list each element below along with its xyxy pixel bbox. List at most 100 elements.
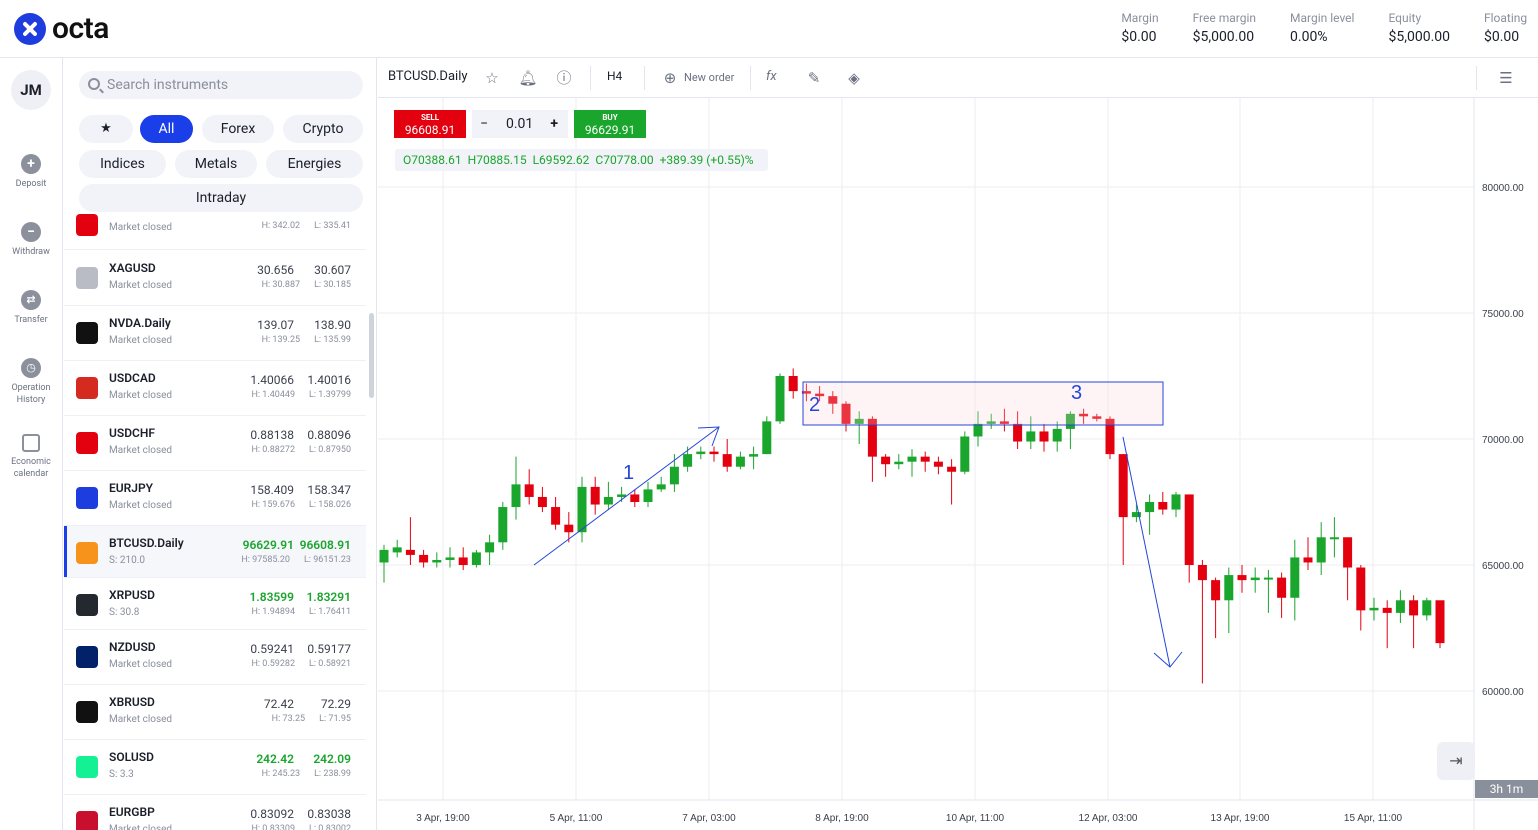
buy-button[interactable]: BUY 96629.91 bbox=[574, 110, 646, 138]
instrument-high: H: 30.887 bbox=[261, 280, 301, 290]
candle-body bbox=[432, 559, 442, 563]
octa-logo[interactable]: octa bbox=[14, 12, 109, 46]
new-order-button[interactable]: New order bbox=[684, 71, 735, 84]
avatar[interactable]: JM bbox=[11, 70, 51, 110]
instrument-row[interactable]: XAGUSD Market closed 30.656 30.607 H: 30.887… bbox=[64, 251, 366, 306]
instrument-bid: 0.59241 bbox=[250, 642, 294, 656]
filter-metals[interactable]: Metals bbox=[175, 150, 257, 178]
filter-crypto[interactable]: Crypto bbox=[283, 115, 363, 143]
timeframe-select[interactable]: H4 bbox=[607, 69, 623, 83]
instrument-status: Market closed bbox=[109, 824, 173, 830]
x-tick-label: 12 Apr, 03:00 bbox=[1079, 813, 1138, 824]
ohlc-low: L69592.62 bbox=[532, 153, 590, 167]
instrument-row[interactable]: SOLUSD S: 3.3 242.42 242.09 H: 245.23 L: 238.… bbox=[64, 740, 366, 795]
filter-indices[interactable]: Indices bbox=[79, 150, 166, 178]
nav-deposit[interactable]: + Deposit bbox=[0, 154, 62, 190]
sell-button[interactable]: SELL 96608.91 bbox=[394, 110, 466, 138]
nav-withdraw[interactable]: − Withdraw bbox=[0, 222, 62, 258]
candle-body bbox=[894, 461, 904, 465]
candlestick-chart[interactable]: 3 Apr, 19:00 5 Apr, 11:00 7 Apr, 03:00 8 Ap… bbox=[378, 58, 1538, 830]
instrument-row[interactable]: XRPUSD S: 30.8 1.83599 1.83291 H: 1.94894 L: … bbox=[64, 578, 366, 630]
filter-intraday[interactable]: Intraday bbox=[79, 184, 363, 212]
instrument-high-low: H: 342.02 L: 335.41 bbox=[262, 221, 351, 231]
instrument-status: S: 30.8 bbox=[109, 607, 140, 618]
candle-body bbox=[801, 391, 811, 394]
instrument-row[interactable]: USDCAD Market closed 1.40066 1.40016 H: 1.40… bbox=[64, 361, 366, 416]
instrument-icon bbox=[76, 646, 98, 668]
info-icon[interactable]: ⓘ bbox=[556, 69, 572, 87]
annotation-label-1: 1 bbox=[623, 462, 634, 484]
candle-body bbox=[735, 456, 745, 467]
nav-transfer[interactable]: ⇄ Transfer bbox=[0, 290, 62, 326]
sell-price: 96608.91 bbox=[404, 123, 456, 137]
instrument-row[interactable]: NVDA.Daily Market closed 139.07 138.90 H: 13… bbox=[64, 306, 366, 361]
new-order-icon[interactable]: ⊕ bbox=[663, 69, 677, 87]
instrument-icon bbox=[76, 214, 98, 236]
candle-body bbox=[669, 466, 679, 485]
candle-body bbox=[1039, 431, 1049, 442]
candle-body bbox=[1197, 565, 1207, 581]
instrument-symbol: USDCAD bbox=[109, 371, 156, 385]
toolbar-divider bbox=[590, 66, 591, 90]
top-bar: octa Margin $0.00 Free margin $5,000.00 Ma… bbox=[0, 0, 1538, 58]
list-scrollbar[interactable] bbox=[369, 313, 374, 398]
instrument-row[interactable]: Market closed H: 342.02 L: 335.41 bbox=[64, 206, 366, 250]
instrument-row[interactable]: BTCUSD.Daily S: 210.0 96629.91 96608.91 H: 9… bbox=[64, 526, 366, 578]
search-input[interactable]: Search instruments bbox=[79, 71, 363, 99]
candle-body bbox=[1092, 416, 1102, 419]
nav-economic-calendar[interactable]: Economic calendar bbox=[0, 434, 62, 480]
candle-body bbox=[1065, 413, 1075, 429]
lot-stepper[interactable]: − 0.01 + bbox=[472, 110, 568, 138]
instrument-high-low: H: 0.59282 L: 0.58921 bbox=[251, 659, 351, 669]
candle-body bbox=[1145, 502, 1155, 513]
candle-body bbox=[1026, 431, 1036, 442]
candle-body bbox=[947, 466, 957, 472]
filter-energies[interactable]: Energies bbox=[266, 150, 363, 178]
candle-body bbox=[841, 403, 851, 424]
candle-body bbox=[471, 552, 481, 565]
ohlc-change: +389.39 (+0.55)% bbox=[659, 153, 754, 167]
pencil-icon[interactable]: ✎ bbox=[807, 69, 821, 87]
candle-body bbox=[537, 496, 547, 508]
instrument-row[interactable]: EURGBP Market closed 0.83092 0.83038 H: 0.83… bbox=[64, 795, 366, 830]
bell-icon[interactable]: 🔔︎ bbox=[518, 69, 538, 87]
scroll-to-latest-button[interactable]: ⇥ bbox=[1437, 742, 1475, 780]
annotation-label-3: 3 bbox=[1071, 382, 1082, 404]
candle-body bbox=[683, 454, 693, 467]
instrument-bid: 1.83599 bbox=[249, 590, 294, 604]
candle-body bbox=[1158, 502, 1168, 510]
nav-operation-history[interactable]: ◷ Operation History bbox=[0, 358, 62, 406]
stat-value: 0.00% bbox=[1290, 29, 1328, 45]
instrument-row[interactable]: XBRUSD Market closed 72.42 72.29 H: 73.25 L: … bbox=[64, 685, 366, 740]
filter-forex[interactable]: Forex bbox=[202, 115, 274, 143]
instrument-status: S: 3.3 bbox=[109, 769, 134, 780]
star-icon[interactable]: ☆ bbox=[485, 69, 499, 87]
instrument-row[interactable]: EURJPY Market closed 158.409 158.347 H: 159.… bbox=[64, 471, 366, 526]
filter-favorites[interactable]: ★ bbox=[79, 115, 133, 143]
instrument-symbol: EURGBP bbox=[109, 805, 155, 819]
instrument-row[interactable]: NZDUSD Market closed 0.59241 0.59177 H: 0.59… bbox=[64, 630, 366, 685]
instrument-symbol: XAGUSD bbox=[109, 261, 156, 275]
chart-symbol[interactable]: BTCUSD.Daily bbox=[388, 69, 468, 84]
lot-minus-button[interactable]: − bbox=[480, 116, 489, 132]
lot-plus-button[interactable]: + bbox=[550, 116, 558, 132]
lot-value[interactable]: 0.01 bbox=[506, 116, 534, 132]
chart-area[interactable]: BTCUSD.Daily ☆ 🔔︎ ⓘ H4 ⊕ New order fx ✎ … bbox=[378, 58, 1538, 830]
x-tick-label: 10 Apr, 11:00 bbox=[946, 813, 1005, 824]
filter-all[interactable]: All bbox=[140, 115, 193, 143]
trend-arrow-down bbox=[1122, 436, 1171, 668]
nav-label: Economic calendar bbox=[11, 457, 51, 479]
x-tick-label: 15 Apr, 11:00 bbox=[1344, 813, 1403, 824]
arrowhead-icon bbox=[1153, 651, 1183, 668]
instrument-high-low: H: 1.40449 L: 1.39799 bbox=[251, 390, 351, 400]
instrument-symbol: XRPUSD bbox=[109, 588, 155, 602]
annotation-label-2: 2 bbox=[809, 394, 820, 416]
instrument-row[interactable]: USDCHF Market closed 0.88138 0.88096 H: 0.88… bbox=[64, 416, 366, 471]
candle-body bbox=[960, 436, 970, 472]
settings-sliders-icon[interactable]: ☰ bbox=[1499, 69, 1513, 87]
candle-body bbox=[933, 461, 943, 467]
indicators-button[interactable]: fx bbox=[766, 69, 777, 84]
sell-label: SELL bbox=[420, 113, 440, 122]
layers-icon[interactable]: ◈ bbox=[848, 69, 860, 87]
candle-body bbox=[854, 418, 864, 424]
